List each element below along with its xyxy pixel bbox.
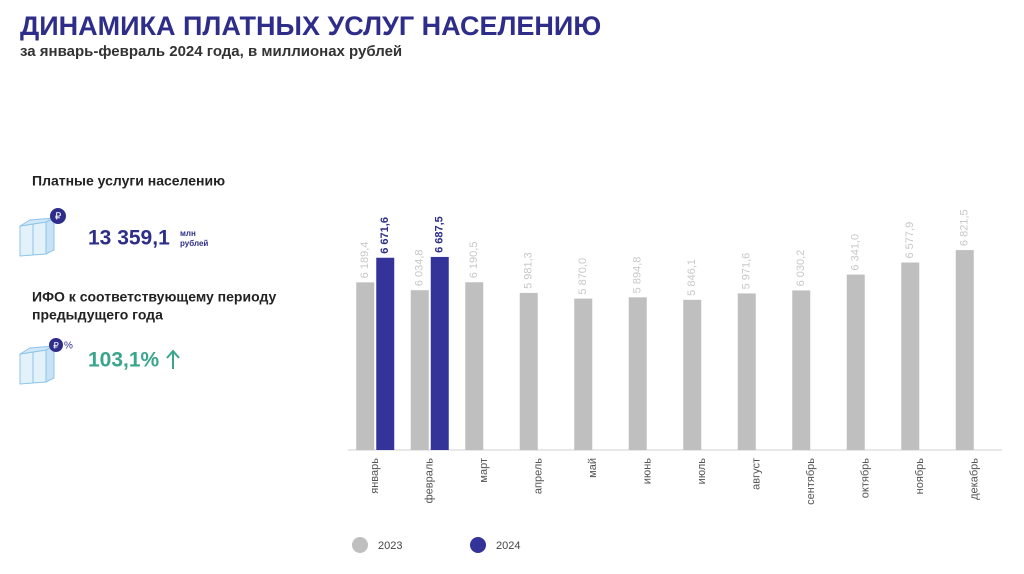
value-label: 6 190,5 [468, 242, 480, 279]
x-tick-label: март [478, 458, 490, 483]
bar [574, 298, 593, 450]
icon-symbol: % [64, 341, 73, 352]
x-tick-label: май [587, 458, 599, 478]
x-tick-label: ноябрь [914, 458, 926, 495]
up-arrow [166, 349, 180, 369]
bar [410, 290, 429, 450]
value-label: 6 821,5 [959, 209, 971, 246]
value-label: 6 577,9 [904, 222, 916, 259]
x-tick-label: апрель [533, 458, 545, 494]
x-tick-label: сентябрь [805, 458, 817, 505]
value-label: 6 030,2 [795, 250, 807, 287]
kpi-label: Платные услуги населению [32, 173, 225, 189]
value-label: 6 189,4 [359, 242, 371, 279]
x-tick-label: октябрь [860, 458, 872, 498]
bar [465, 282, 484, 450]
value-label: 5 846,1 [686, 259, 698, 296]
value-label: 5 870,0 [577, 258, 589, 295]
value-label: 6 671,6 [379, 217, 391, 254]
bar [955, 250, 974, 450]
value-label: 6 341,0 [850, 234, 862, 271]
icon: ₽ [19, 208, 66, 257]
x-tick-label: февраль [424, 458, 436, 504]
x-tick-label: декабрь [969, 458, 981, 500]
value-label: 6 034,8 [414, 249, 426, 286]
bar [628, 297, 647, 450]
kpi-unit: рублей [180, 239, 208, 248]
icon-symbol: ₽ [55, 212, 62, 223]
legend-swatch [352, 537, 368, 553]
bar [519, 292, 538, 450]
icon: ₽ % [19, 338, 73, 385]
icon-symbol: ₽ [53, 340, 59, 350]
kpi-label: предыдущего года [32, 307, 163, 323]
kpi-value: 103,1% [88, 349, 160, 372]
bar [376, 257, 395, 450]
legend-swatch [470, 537, 486, 553]
bar [901, 262, 920, 450]
bar [430, 256, 449, 450]
x-tick-label: июль [696, 458, 708, 485]
title: ДИНАМИКА ПЛАТНЫХ УСЛУГ НАСЕЛЕНИЮ [20, 11, 601, 41]
value-label: 5 894,8 [632, 257, 644, 294]
value-label: 6 687,5 [434, 216, 446, 253]
legend-label: 2024 [496, 540, 520, 552]
kpi-unit: млн [180, 229, 196, 238]
value-label: 5 981,3 [523, 252, 535, 289]
x-tick-label: август [751, 458, 763, 490]
kpi-value: 13 359,1 [88, 227, 170, 250]
bar [356, 282, 375, 450]
x-tick-label: июнь [642, 458, 654, 484]
value-label: 5 971,6 [741, 253, 753, 290]
kpi-label: ИФО к соответствующему периоду [32, 289, 277, 305]
legend-label: 2023 [378, 540, 402, 552]
bar [737, 293, 756, 450]
bar [683, 299, 702, 450]
x-tick-label: январь [369, 458, 381, 494]
subtitle: за январь-февраль 2024 года, в миллионах… [20, 43, 402, 60]
bar [792, 290, 811, 450]
bar [846, 274, 865, 450]
